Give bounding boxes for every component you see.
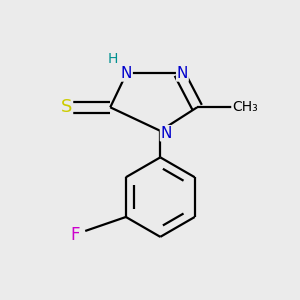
Text: N: N xyxy=(160,126,172,141)
Text: CH₃: CH₃ xyxy=(232,100,258,114)
Text: H: H xyxy=(108,52,119,66)
Text: F: F xyxy=(70,226,80,244)
Text: S: S xyxy=(61,98,72,116)
Text: N: N xyxy=(177,66,188,81)
Text: N: N xyxy=(121,66,132,81)
